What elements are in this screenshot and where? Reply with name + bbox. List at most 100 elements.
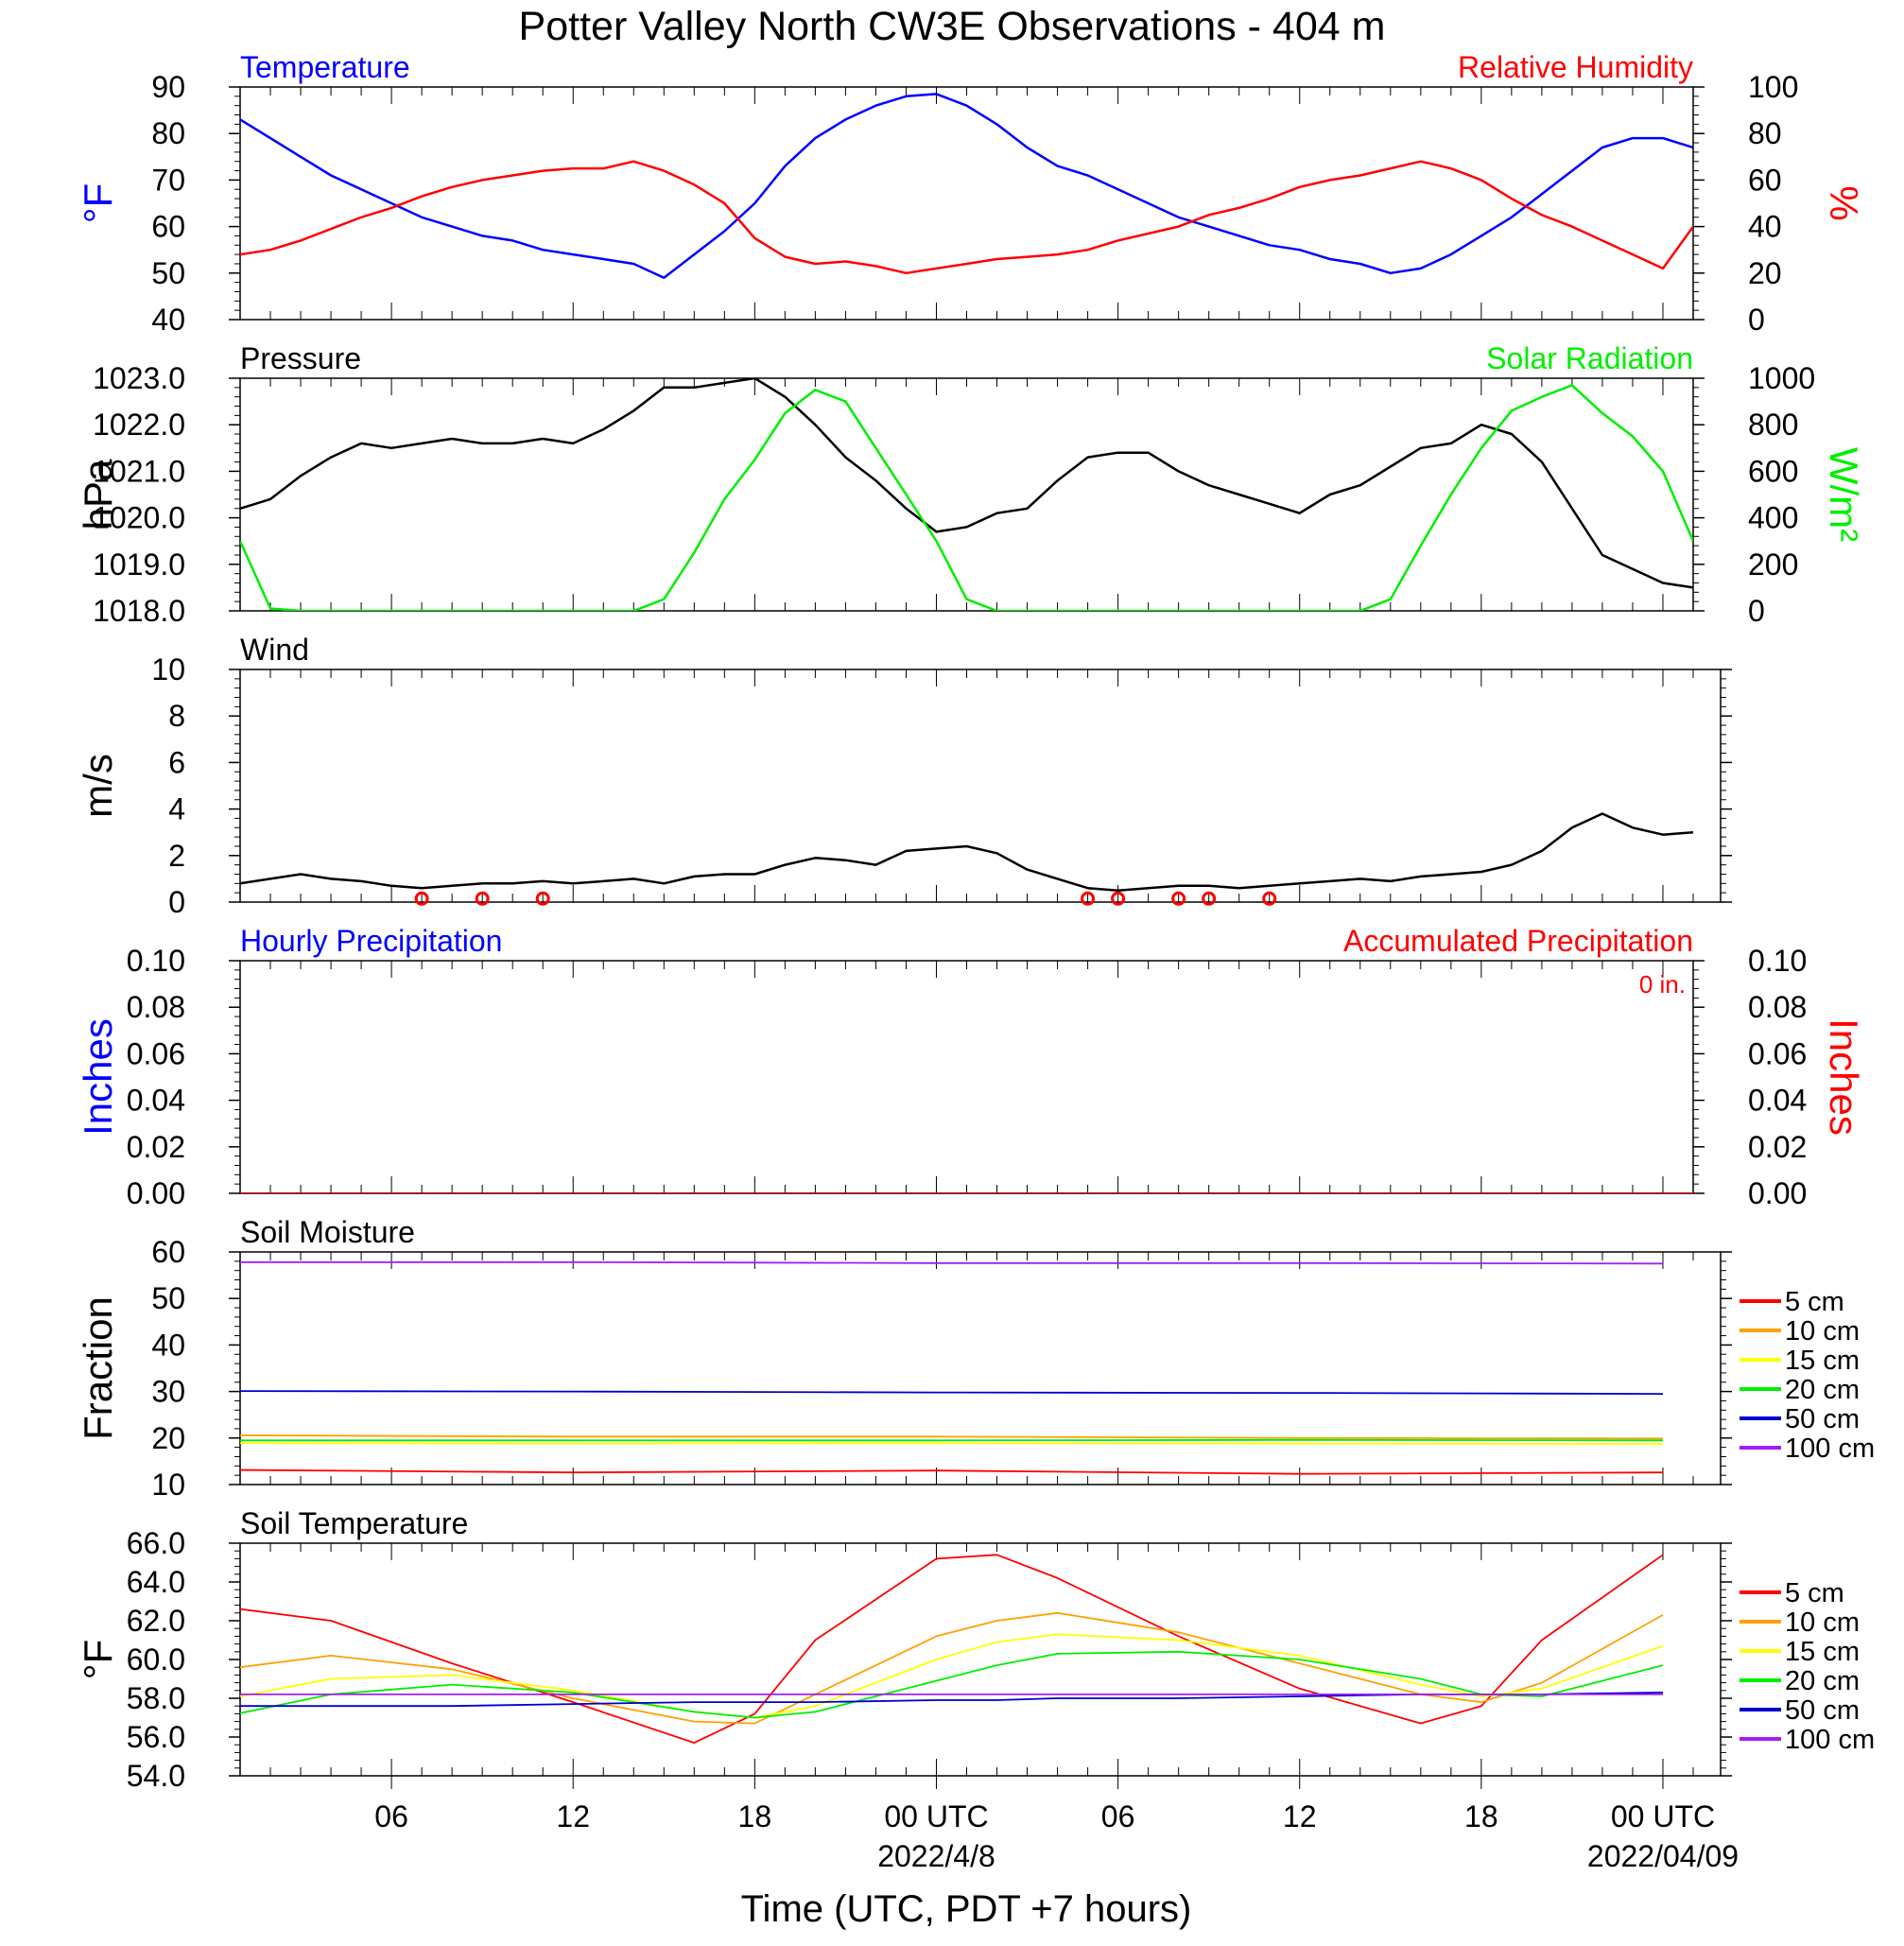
- x-tick-label: 12: [556, 1799, 590, 1833]
- y-axis-label-left: Fraction: [76, 1296, 120, 1440]
- y-tick-label: 40: [151, 1328, 185, 1362]
- series-line-temperature: [240, 93, 1693, 279]
- legend-label: 10 cm: [1785, 1316, 1860, 1347]
- y-tick-label: 1023.0: [93, 361, 185, 395]
- y-tick-label: 56.0: [127, 1720, 185, 1754]
- y-tick-label: 0.08: [127, 990, 185, 1024]
- y-tick-label: 62.0: [127, 1604, 185, 1638]
- x-tick-label: 00 UTC: [884, 1799, 988, 1833]
- y-tick-label-right: 0: [1748, 594, 1765, 628]
- y-axis-label-left: °F: [76, 1640, 120, 1679]
- panel-title-left: Pressure: [240, 341, 361, 375]
- plot-frame: [239, 669, 1722, 903]
- y-tick-label-right: 600: [1748, 454, 1798, 488]
- y-tick-label-right: 40: [1748, 210, 1782, 244]
- series-line-10-cm: [240, 1611, 1664, 1725]
- y-tick-label-right: 0.00: [1748, 1176, 1807, 1210]
- x-tick-label: 18: [1464, 1799, 1498, 1833]
- y-tick-label: 6: [168, 745, 185, 779]
- y-tick-label: 54.0: [127, 1759, 185, 1793]
- legend-label: 50 cm: [1785, 1404, 1860, 1434]
- x-tick-label: 12: [1283, 1799, 1317, 1833]
- legend-label: 5 cm: [1785, 1578, 1844, 1608]
- y-tick-label-right: 0.04: [1748, 1084, 1807, 1118]
- y-tick-label: 0.02: [127, 1130, 185, 1164]
- plot-frame: [239, 86, 1694, 321]
- panel-1: 90 80 70 60 50 40 100 80 60 40 20 0 Temperature Relat…: [76, 50, 1866, 337]
- x-date-label: 2022/04/09: [1587, 1839, 1739, 1873]
- calm-wind-marker: [1111, 891, 1126, 906]
- y-tick-label: 40: [151, 303, 185, 337]
- y-tick-label: 58.0: [127, 1681, 185, 1715]
- y-tick-label-right: 200: [1748, 547, 1798, 582]
- y-tick-label: 20: [151, 1421, 185, 1455]
- y-tick-label: 4: [168, 792, 185, 826]
- panel-3: 10 8 6 4 2 0 Wind m/s: [76, 633, 1732, 919]
- panel-5: 60 50 40 30 20 10 Soil Moisture Fraction 5 cm10 …: [76, 1215, 1875, 1502]
- y-tick-label: 0.04: [127, 1084, 185, 1118]
- y-axis-label-left: °F: [76, 183, 120, 223]
- x-axis-title: Time (UTC, PDT +7 hours): [741, 1888, 1192, 1930]
- panel-title-left: Hourly Precipitation: [240, 924, 502, 958]
- series-line-15-cm: [240, 1633, 1664, 1719]
- x-tick-label: 06: [1101, 1799, 1135, 1833]
- y-tick-label: 10: [151, 652, 185, 686]
- y-tick-label: 30: [151, 1375, 185, 1409]
- calm-wind-marker: [414, 891, 429, 906]
- y-tick-label-right: 60: [1748, 163, 1782, 197]
- y-tick-label: 1018.0: [93, 594, 185, 628]
- y-tick-label-right: 0.10: [1748, 944, 1807, 978]
- calm-wind-marker: [475, 891, 490, 906]
- legend-label: 10 cm: [1785, 1607, 1860, 1638]
- y-axis-label-right: W/m²: [1822, 447, 1866, 542]
- y-tick-label: 0.06: [127, 1036, 185, 1070]
- legend-label: 5 cm: [1785, 1287, 1844, 1317]
- legend-label: 100 cm: [1785, 1433, 1875, 1464]
- series-line-wind: [240, 812, 1694, 892]
- panel-title-left: Wind: [240, 633, 309, 667]
- y-tick-label: 80: [151, 116, 185, 150]
- series-line-5-cm: [240, 1468, 1664, 1475]
- series-line-20-cm: [240, 1438, 1664, 1442]
- y-axis-label-left: Inches: [76, 1018, 120, 1136]
- calm-wind-marker: [1171, 891, 1186, 906]
- plot-frame: [239, 1251, 1722, 1486]
- series-line-relative-humidity: [240, 160, 1693, 275]
- series-line-50-cm: [240, 1390, 1664, 1395]
- legend-label: 20 cm: [1785, 1666, 1860, 1696]
- y-tick-label-right: 400: [1748, 501, 1798, 535]
- series-line-5-cm: [240, 1554, 1664, 1744]
- panel-title-right: Accumulated Precipitation: [1343, 924, 1693, 958]
- y-tick-label-right: 80: [1748, 116, 1782, 150]
- y-tick-label: 60: [151, 1235, 185, 1269]
- legend-label: 20 cm: [1785, 1375, 1860, 1405]
- y-tick-label-right: 100: [1748, 70, 1798, 104]
- panel-title-right: Solar Radiation: [1486, 341, 1693, 375]
- y-tick-label: 70: [151, 163, 185, 197]
- y-axis-label-right: Inches: [1822, 1018, 1866, 1136]
- legend-label: 15 cm: [1785, 1346, 1860, 1376]
- y-tick-label-right: 0: [1748, 303, 1765, 337]
- y-tick-label-right: 800: [1748, 408, 1798, 442]
- series-line-solar-radiation: [240, 384, 1693, 611]
- y-tick-label-right: 20: [1748, 256, 1782, 290]
- y-tick-label: 64.0: [127, 1565, 185, 1599]
- panel-6: 66.0 64.0 62.0 60.0 58.0 56.0 54.0 Soil Tempera…: [76, 1506, 1875, 1793]
- plot-frame: [239, 377, 1694, 612]
- y-tick-label: 50: [151, 1281, 185, 1315]
- y-axis-label-left: m/s: [76, 754, 120, 818]
- x-tick-label: 06: [374, 1799, 408, 1833]
- series-line-100-cm: [240, 1260, 1664, 1265]
- series-line-15-cm: [240, 1442, 1664, 1446]
- series-line-pressure: [240, 378, 1693, 589]
- y-tick-label: 0: [168, 885, 185, 919]
- legend-label: 50 cm: [1785, 1695, 1860, 1726]
- y-tick-label: 0.10: [127, 944, 185, 978]
- y-tick-label: 8: [168, 699, 185, 733]
- y-tick-label: 60: [151, 210, 185, 244]
- panel-title-left: Temperature: [240, 50, 410, 84]
- x-tick-label: 18: [738, 1799, 772, 1833]
- y-axis-label-right: %: [1822, 185, 1866, 220]
- plot-frame: [239, 960, 1694, 1194]
